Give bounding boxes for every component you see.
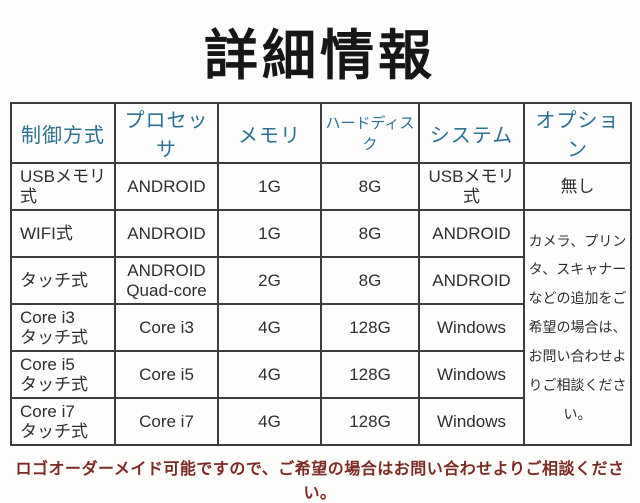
- cell-control: USBメモリ式: [10, 162, 116, 212]
- cell-processor: Core i7: [114, 397, 219, 447]
- table-row: USBメモリ式 ANDROID 1G 8G USBメモリ式 無し: [10, 162, 632, 212]
- spec-table: 制御方式 プロセッサ メモリ ハードディスク システム オプション USBメモリ…: [10, 102, 632, 447]
- merged-option-cell: カメラ、プリン タ、スキャナー などの追加をご 希望の場合は、 お問い合わせよ …: [523, 209, 632, 447]
- table-row: Core i7 タッチ式 Core i7 4G 128G Windows: [10, 397, 631, 447]
- cell-control: タッチ式: [10, 256, 116, 306]
- cell-processor: Core i3: [114, 303, 219, 353]
- footer-note: ロゴオーダーメイド可能ですので、ご希望の場合はお問い合わせよりご相談ください。: [15, 461, 625, 503]
- table-row: タッチ式 ANDROID Quad-core 2G 8G ANDROID: [10, 256, 631, 306]
- header-cell-control: 制御方式: [10, 102, 116, 165]
- cell-control: WIFI式: [10, 209, 116, 259]
- cell-hdd: 8G: [320, 162, 420, 212]
- cell-processor: Core i5: [114, 350, 219, 400]
- cell-memory: 1G: [217, 162, 322, 212]
- header-cell-system: システム: [418, 102, 525, 165]
- cell-hdd: 128G: [320, 397, 420, 447]
- cell-system: Windows: [418, 303, 525, 353]
- cell-system: ANDROID: [418, 256, 525, 306]
- cell-system: Windows: [418, 397, 525, 447]
- cell-hdd: 128G: [320, 303, 420, 353]
- cell-hdd: 8G: [320, 256, 420, 306]
- cell-control: Core i3 タッチ式: [10, 303, 116, 353]
- cell-option: 無し: [523, 162, 632, 212]
- cell-system: Windows: [418, 350, 525, 400]
- cell-memory: 4G: [217, 303, 322, 353]
- cell-control: Core i5 タッチ式: [10, 350, 116, 400]
- page-title: 詳細情報: [204, 24, 436, 87]
- table-row: Core i5 タッチ式 Core i5 4G 128G Windows: [10, 350, 631, 400]
- cell-control: Core i7 タッチ式: [10, 397, 116, 447]
- cell-hdd: 128G: [320, 350, 420, 400]
- header-cell-option: オプション: [523, 102, 632, 165]
- header-cell-memory: メモリ: [217, 102, 322, 165]
- cell-memory: 4G: [217, 397, 322, 447]
- table-row: Core i3 タッチ式 Core i3 4G 128G Windows: [10, 303, 631, 353]
- header-cell-hdd: ハードディスク: [320, 102, 420, 165]
- cell-processor: ANDROID: [114, 209, 219, 259]
- header-row: 制御方式 プロセッサ メモリ ハードディスク システム オプション: [10, 102, 632, 165]
- table-row: WIFI式 ANDROID 1G 8G ANDROID カメラ、プリン タ、スキ…: [10, 209, 632, 447]
- cell-processor: ANDROID: [114, 162, 219, 212]
- header-cell-processor: プロセッサ: [114, 102, 219, 165]
- cell-system: USBメモリ式: [418, 162, 525, 212]
- cell-memory: 2G: [217, 256, 322, 306]
- cell-processor: ANDROID Quad-core: [114, 256, 219, 306]
- cell-system: ANDROID: [418, 209, 525, 259]
- cell-hdd: 8G: [320, 209, 420, 259]
- cell-memory: 4G: [217, 350, 322, 400]
- cell-memory: 1G: [217, 209, 322, 259]
